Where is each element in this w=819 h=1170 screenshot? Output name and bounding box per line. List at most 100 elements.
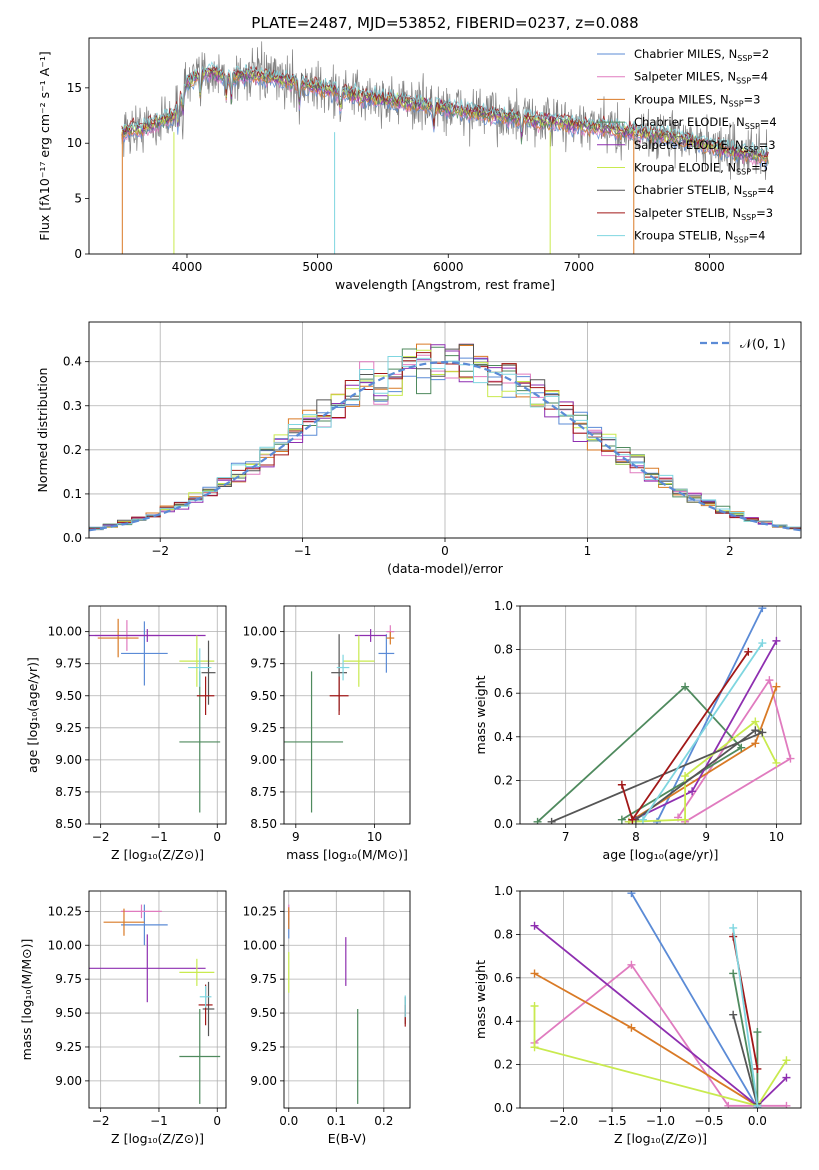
- legend-label-eq: =4: [757, 183, 774, 197]
- weight-marker: [530, 1002, 539, 1011]
- x-axis-label: Z [log₁₀(Z/Z⊙)]: [614, 1131, 707, 1146]
- errorbar-chabrier-elodie: [284, 671, 344, 813]
- mass-weight-vs-age-panel: 7 8 9 10 0.0 0.2 0.4 0.6 0.8 1.0 age [log₁₀(age/yr…: [473, 599, 802, 862]
- y-tick-label: 0.4: [494, 1014, 513, 1028]
- x-tick-label: −1.5: [597, 1114, 626, 1128]
- ticks: −2 −1 0 1 2 0.0 0.1 0.2 0.3 0.4: [63, 355, 734, 558]
- legend-label-base: Salpeter STELIB, N: [634, 206, 741, 220]
- legend-label-eq: =4: [751, 70, 768, 84]
- legend-label: Salpeter ELODIE, NSSP=3: [634, 138, 776, 154]
- legend-label-sub: SSP: [737, 54, 752, 63]
- errorbar-kroupa-elodie: [343, 635, 375, 687]
- y-tick-label: 15: [67, 81, 82, 95]
- y-tick-label: 8.75: [250, 785, 277, 799]
- y-axis-label: Flux [fλ10⁻¹⁷ erg cm⁻² s⁻¹ A⁻¹]: [37, 51, 52, 240]
- error-bars: [89, 618, 221, 813]
- y-tick-label: 0.8: [494, 927, 513, 941]
- x-axis-label: Z [log₁₀(Z/Z⊙)]: [111, 847, 204, 862]
- weight-marker: [617, 815, 626, 824]
- ticks: −2 −1 0 9.00 9.25 9.50 9.75 10.00 10.25: [48, 904, 221, 1128]
- axes-frame: [88, 321, 802, 539]
- x-tick-label: 10: [769, 830, 784, 844]
- legend-entry: Salpeter MILES, NSSP=4: [597, 70, 768, 86]
- legend-label: Salpeter STELIB, NSSP=3: [634, 206, 773, 222]
- residual-legend: 𝒩(0, 1): [700, 336, 786, 351]
- weight-marker: [688, 787, 697, 796]
- y-tick-label: 0.4: [63, 355, 82, 369]
- y-tick-label: 0.1: [63, 487, 82, 501]
- weight-series-kroupa-stelib: [729, 923, 762, 1108]
- legend-entry: Chabrier ELODIE, NSSP=4: [597, 115, 777, 131]
- errorbar-chabrier-elodie: [179, 1008, 221, 1104]
- x-tick-label: 7000: [564, 260, 595, 274]
- y-tick-label: 9.75: [55, 972, 82, 986]
- x-tick-label: 0.0: [748, 1114, 767, 1128]
- weight-marker: [628, 815, 637, 824]
- ticks: 4000 5000 6000 7000 8000 0 5 10 15: [67, 81, 725, 274]
- errorbar-kroupa-stelib: [188, 648, 212, 687]
- errorbar-salpeter-elodie: [89, 629, 206, 642]
- x-tick-label: −1.0: [646, 1114, 675, 1128]
- y-tick-label: 0.0: [494, 817, 513, 831]
- y-axis-label: age [log₁₀(age/yr)]: [25, 657, 40, 773]
- legend-label: Kroupa STELIB, NSSP=4: [634, 229, 765, 245]
- normal-reference-curve: [89, 360, 801, 532]
- x-tick-label: 6000: [433, 260, 464, 274]
- x-tick-label: 2: [726, 544, 734, 558]
- x-tick-label: 8000: [694, 260, 725, 274]
- y-tick-label: 9.00: [55, 753, 82, 767]
- y-axis-label: mass weight: [473, 960, 488, 1039]
- legend-entry: Chabrier MILES, NSSP=2: [597, 47, 769, 63]
- y-tick-label: 9.25: [250, 1040, 277, 1054]
- weight-series-chabrier-miles: [652, 606, 767, 824]
- weight-line: [533, 1006, 788, 1107]
- legend-label-eq: =4: [760, 115, 777, 129]
- errorbar-kroupa-elodie: [179, 958, 215, 986]
- axes-frame: [88, 605, 227, 825]
- legend-label-base: Kroupa MILES, N: [634, 92, 729, 106]
- legend-label-eq: =3: [759, 138, 776, 152]
- y-tick-label: 10.00: [243, 938, 277, 952]
- weight-marker: [729, 1010, 738, 1019]
- y-tick-label: 0.2: [494, 1058, 513, 1072]
- histograms: [89, 343, 801, 532]
- y-tick-label: 0.6: [494, 971, 513, 985]
- y-tick-label: 0.8: [494, 643, 513, 657]
- legend-label: Chabrier MILES, NSSP=2: [634, 47, 769, 63]
- y-tick-label: 9.75: [250, 972, 277, 986]
- y-tick-label: 9.25: [250, 721, 277, 735]
- y-tick-label: 0.2: [494, 773, 513, 787]
- weight-marker: [758, 728, 767, 737]
- model-spectrum-kroupa-stelib: [121, 61, 769, 157]
- weight-marker: [627, 891, 636, 898]
- x-tick-label: −1: [294, 544, 312, 558]
- legend-label-sub: SSP: [745, 122, 760, 131]
- ticks: 9 10 8.50 8.75 9.00 9.25 9.50 9.75 10.00: [243, 625, 383, 844]
- y-tick-label: 1.0: [494, 884, 513, 898]
- weight-marker: [751, 739, 760, 748]
- errorbar-chabrier-miles: [378, 634, 395, 673]
- weight-line: [551, 729, 766, 823]
- y-axis-label: mass [log₁₀(M/M⊙)]: [19, 939, 34, 1061]
- weight-marker: [547, 817, 556, 824]
- x-tick-label: 0: [441, 544, 449, 558]
- weight-marker: [772, 636, 781, 645]
- y-tick-label: 5: [74, 192, 82, 206]
- axes-frame: [88, 890, 227, 1109]
- x-axis-label: E(B-V): [328, 1131, 367, 1146]
- errorbar-salpeter-miles: [121, 904, 162, 919]
- legend-label-eq: =5: [751, 161, 768, 175]
- y-tick-label: 1.0: [494, 599, 513, 613]
- legend-label-base: Salpeter MILES, N: [634, 70, 736, 84]
- axes-frame: [88, 37, 802, 255]
- x-tick-label: 0.0: [279, 1114, 298, 1128]
- weight-line: [732, 927, 759, 1106]
- y-tick-label: 9.00: [250, 753, 277, 767]
- y-tick-label: 8.50: [55, 817, 82, 831]
- weight-marker: [772, 682, 781, 691]
- x-tick-label: −2: [92, 1114, 110, 1128]
- legend-entry: Salpeter STELIB, NSSP=3: [597, 206, 773, 222]
- legend-label: Chabrier STELIB, NSSP=4: [634, 183, 774, 199]
- legend-label-base: Chabrier ELODIE, N: [634, 115, 745, 129]
